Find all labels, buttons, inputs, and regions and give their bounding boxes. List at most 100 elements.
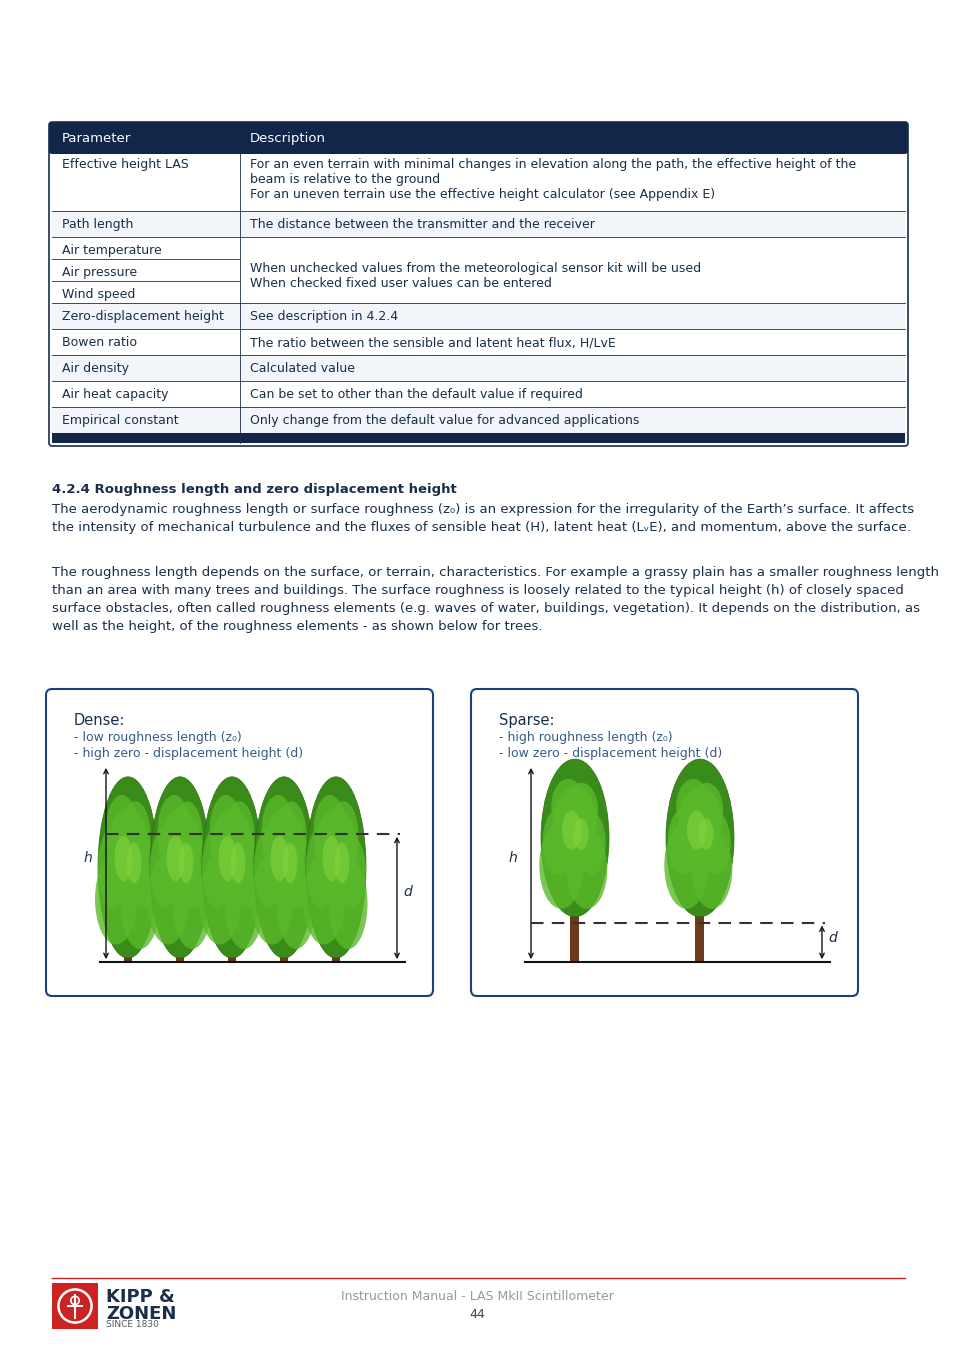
Text: beam is relative to the ground: beam is relative to the ground: [250, 173, 439, 186]
Text: - high roughness length (z₀): - high roughness length (z₀): [498, 730, 672, 744]
Ellipse shape: [306, 776, 366, 958]
Ellipse shape: [224, 859, 263, 949]
Ellipse shape: [150, 826, 180, 909]
FancyBboxPatch shape: [52, 151, 904, 211]
Ellipse shape: [551, 779, 584, 834]
Text: Path length: Path length: [62, 217, 133, 231]
Text: Air density: Air density: [62, 362, 129, 375]
Ellipse shape: [314, 795, 346, 868]
Ellipse shape: [180, 836, 210, 909]
Text: ZONEN: ZONEN: [106, 1305, 176, 1323]
Ellipse shape: [251, 853, 293, 945]
Ellipse shape: [232, 836, 262, 909]
Ellipse shape: [306, 826, 335, 909]
Ellipse shape: [167, 836, 184, 882]
FancyBboxPatch shape: [52, 211, 904, 238]
Ellipse shape: [565, 783, 598, 838]
FancyBboxPatch shape: [695, 873, 703, 963]
Ellipse shape: [211, 809, 253, 890]
Text: The aerodynamic roughness length or surface roughness (z₀) is an expression for : The aerodynamic roughness length or surf…: [52, 504, 913, 516]
Ellipse shape: [691, 830, 732, 909]
Ellipse shape: [561, 810, 580, 849]
Ellipse shape: [335, 836, 366, 909]
Ellipse shape: [128, 836, 158, 909]
Text: - high zero - displacement height (d): - high zero - displacement height (d): [74, 747, 303, 760]
Ellipse shape: [150, 776, 210, 958]
Ellipse shape: [202, 776, 262, 958]
Ellipse shape: [667, 809, 698, 875]
Ellipse shape: [218, 836, 236, 882]
FancyBboxPatch shape: [52, 281, 904, 302]
Text: surface obstacles, often called roughness elements (e.g. waves of water, buildin: surface obstacles, often called roughnes…: [52, 602, 919, 616]
FancyBboxPatch shape: [52, 329, 904, 355]
Text: Air heat capacity: Air heat capacity: [62, 387, 169, 401]
Ellipse shape: [686, 810, 705, 849]
Ellipse shape: [159, 809, 201, 890]
Text: The roughness length depends on the surface, or terrain, characteristics. For ex: The roughness length depends on the surf…: [52, 566, 938, 579]
Ellipse shape: [540, 759, 608, 917]
FancyBboxPatch shape: [570, 873, 578, 963]
Ellipse shape: [276, 859, 315, 949]
Ellipse shape: [263, 809, 305, 890]
Ellipse shape: [114, 836, 132, 882]
Ellipse shape: [224, 802, 254, 871]
Ellipse shape: [542, 809, 573, 875]
Ellipse shape: [157, 795, 191, 868]
Ellipse shape: [231, 842, 245, 883]
Ellipse shape: [701, 811, 730, 875]
Ellipse shape: [210, 795, 242, 868]
Text: Instruction Manual - LAS MkII Scintillometer: Instruction Manual - LAS MkII Scintillom…: [340, 1291, 613, 1303]
Ellipse shape: [303, 853, 345, 945]
Text: - low roughness length (z₀): - low roughness length (z₀): [74, 730, 241, 744]
Ellipse shape: [573, 818, 588, 849]
Text: - low zero - displacement height (d): - low zero - displacement height (d): [498, 747, 721, 760]
Text: Dense:: Dense:: [74, 713, 125, 728]
Text: Wind speed: Wind speed: [62, 288, 135, 301]
Text: The distance between the transmitter and the receiver: The distance between the transmitter and…: [250, 217, 595, 231]
Ellipse shape: [577, 811, 605, 875]
Ellipse shape: [335, 842, 349, 883]
Ellipse shape: [172, 802, 202, 871]
Ellipse shape: [202, 826, 232, 909]
Text: For an uneven terrain use the effective height calculator (see Appendix E): For an uneven terrain use the effective …: [250, 188, 715, 201]
Text: Description: Description: [250, 132, 326, 144]
Text: Only change from the default value for advanced applications: Only change from the default value for a…: [250, 414, 639, 427]
Text: Empirical constant: Empirical constant: [62, 414, 178, 427]
Ellipse shape: [282, 842, 297, 883]
FancyBboxPatch shape: [175, 913, 184, 963]
Ellipse shape: [98, 826, 128, 909]
FancyBboxPatch shape: [52, 238, 904, 259]
Ellipse shape: [120, 802, 151, 871]
Text: Bowen ratio: Bowen ratio: [62, 336, 137, 350]
Ellipse shape: [566, 830, 607, 909]
FancyBboxPatch shape: [52, 433, 904, 443]
Ellipse shape: [178, 842, 193, 883]
Text: The ratio between the sensible and latent heat flux, H/LvE: The ratio between the sensible and laten…: [250, 336, 615, 350]
Ellipse shape: [553, 787, 597, 857]
Text: h: h: [508, 850, 517, 864]
FancyBboxPatch shape: [49, 122, 907, 154]
Ellipse shape: [328, 802, 358, 871]
Text: d: d: [402, 886, 412, 899]
Ellipse shape: [253, 826, 284, 909]
Text: d: d: [827, 931, 836, 945]
Text: SINCE 1830: SINCE 1830: [106, 1320, 159, 1328]
FancyBboxPatch shape: [52, 355, 904, 381]
Text: Sparse:: Sparse:: [498, 713, 554, 728]
Text: the intensity of mechanical turbulence and the fluxes of sensible heat (H), late: the intensity of mechanical turbulence a…: [52, 521, 910, 535]
Text: 4.2.4 Roughness length and zero displacement height: 4.2.4 Roughness length and zero displace…: [52, 483, 456, 495]
Text: Parameter: Parameter: [62, 132, 132, 144]
FancyBboxPatch shape: [52, 259, 904, 281]
Ellipse shape: [678, 787, 721, 857]
Text: Air temperature: Air temperature: [62, 244, 162, 256]
FancyBboxPatch shape: [471, 688, 857, 996]
Ellipse shape: [314, 809, 356, 890]
Ellipse shape: [284, 836, 314, 909]
Ellipse shape: [665, 759, 733, 917]
Ellipse shape: [676, 779, 709, 834]
Text: Effective height LAS: Effective height LAS: [62, 158, 189, 171]
Ellipse shape: [147, 853, 189, 945]
Text: h: h: [84, 850, 92, 864]
Text: KIPP &: KIPP &: [106, 1288, 174, 1305]
Ellipse shape: [127, 842, 141, 883]
